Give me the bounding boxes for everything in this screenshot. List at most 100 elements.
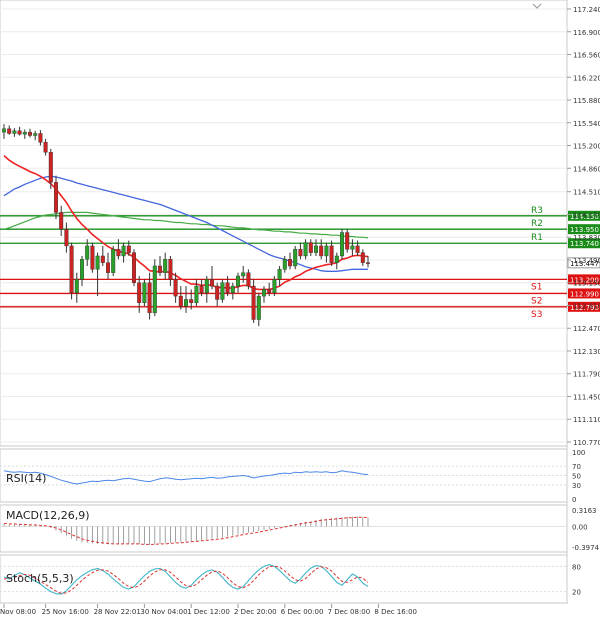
rsi-label: RSI(14)	[6, 472, 46, 485]
y-tick-label: 113.150	[573, 280, 600, 288]
candle-body	[366, 262, 371, 264]
candle-body	[17, 130, 22, 135]
candle-body	[38, 133, 43, 143]
x-tick-label: 8 Dec 16:00	[374, 608, 417, 616]
x-tick-label: 30 Nov 04:00	[140, 608, 187, 616]
x-tick-label: Nov 08:00	[0, 608, 36, 616]
candle-body	[178, 295, 183, 307]
candle-body	[12, 130, 17, 134]
candle-body	[105, 262, 110, 273]
candle-body	[298, 249, 303, 257]
candle-body	[288, 259, 293, 267]
candle-body	[28, 131, 33, 136]
candle-body	[350, 245, 355, 250]
candle-body	[272, 279, 277, 293]
candle-body	[204, 279, 209, 293]
candle-body	[345, 232, 350, 250]
x-tick-label: 1 Dec 12:00	[187, 608, 230, 616]
y-tick-label: 112.130	[573, 348, 600, 356]
stoch-d-line	[3, 565, 369, 594]
level-name-s2: S2	[531, 296, 542, 306]
candle-body	[314, 245, 319, 253]
stoch-panel-frame	[0, 554, 568, 604]
y-tick-label: 113.830	[573, 234, 600, 242]
candle-body	[220, 282, 225, 300]
stoch-tick-label: 20	[572, 589, 581, 597]
y-tick-label: 115.880	[573, 97, 600, 105]
chevron-down-icon[interactable]	[532, 3, 542, 9]
x-tick-label: 25 Nov 16:00	[42, 608, 89, 616]
main-panel-frame	[0, 0, 568, 447]
candle-body	[137, 282, 142, 303]
rsi-tick-label: 100	[572, 449, 585, 457]
y-tick-label: 115.200	[573, 143, 600, 151]
level-value-s1: 113.200	[570, 276, 599, 284]
level-value-s3: 112.790	[570, 304, 599, 312]
candle-body	[360, 252, 365, 263]
stoch-label: Stoch(5,5,3)	[6, 572, 74, 585]
candle-body	[173, 279, 178, 297]
candle-body	[277, 269, 282, 280]
level-name-r3: R3	[531, 206, 543, 216]
level-name-r2: R2	[531, 219, 543, 229]
y-tick-label: 111.110	[573, 416, 600, 424]
y-tick-label: 110.770	[573, 439, 600, 447]
candle-body	[168, 259, 173, 280]
current-price-label: 113.447	[570, 260, 599, 268]
candle-body	[152, 265, 157, 314]
candle-body	[251, 285, 256, 320]
macd-tick-label: 0.3163	[572, 507, 597, 515]
candle-body	[74, 279, 79, 293]
candle-body	[163, 259, 168, 273]
candle-body	[225, 282, 230, 293]
candle-body	[85, 245, 90, 260]
candle-body	[7, 128, 12, 134]
candle-body	[64, 228, 69, 247]
candle-body	[282, 259, 287, 270]
candle-body	[157, 265, 162, 273]
y-tick-label: 114.510	[573, 189, 600, 197]
candle-body	[340, 232, 345, 257]
level-badge-s3	[568, 301, 600, 312]
candle-body	[100, 255, 105, 263]
candle-body	[147, 282, 152, 314]
y-tick-label: 112.470	[573, 325, 600, 333]
y-tick-label: 112.810	[573, 302, 600, 310]
macd-tick-label: -0.3974	[572, 544, 600, 552]
y-tick-label: 114.860	[573, 165, 600, 173]
rsi-tick-label: 30	[572, 482, 581, 490]
candle-body	[194, 285, 199, 303]
level-name-s1: S1	[531, 282, 542, 292]
level-value-s2: 112.990	[570, 290, 599, 298]
candle-body	[308, 242, 313, 253]
y-tick-label: 117.240	[573, 6, 600, 14]
ema-red-line	[3, 155, 369, 291]
candle-body	[95, 255, 100, 270]
macd-signal-line	[3, 516, 369, 545]
candle-body	[189, 299, 194, 303]
candle-body	[262, 289, 267, 297]
candle-body	[111, 249, 116, 273]
candle-body	[22, 131, 27, 135]
x-tick-label: 2 Dec 20:00	[234, 608, 277, 616]
y-tick-label: 114.170	[573, 211, 600, 219]
y-tick-label: 111.790	[573, 371, 600, 379]
current-price-badge	[567, 257, 600, 269]
candle-body	[230, 285, 235, 293]
stoch-tick-label: 80	[572, 563, 581, 571]
rsi-tick-label: 50	[572, 473, 581, 481]
level-name-s3: S3	[531, 310, 542, 320]
candle-body	[215, 285, 220, 300]
candle-body	[43, 141, 48, 153]
candle-body	[329, 245, 334, 263]
candle-body	[183, 299, 188, 307]
level-badge-r3	[568, 210, 600, 221]
candle-body	[69, 245, 74, 293]
candle-body	[235, 275, 240, 287]
rsi-line	[3, 470, 369, 485]
candle-body	[79, 259, 84, 280]
candle-body	[126, 245, 131, 253]
y-tick-label: 116.900	[573, 29, 600, 37]
rsi-tick-label: 70	[572, 463, 581, 471]
